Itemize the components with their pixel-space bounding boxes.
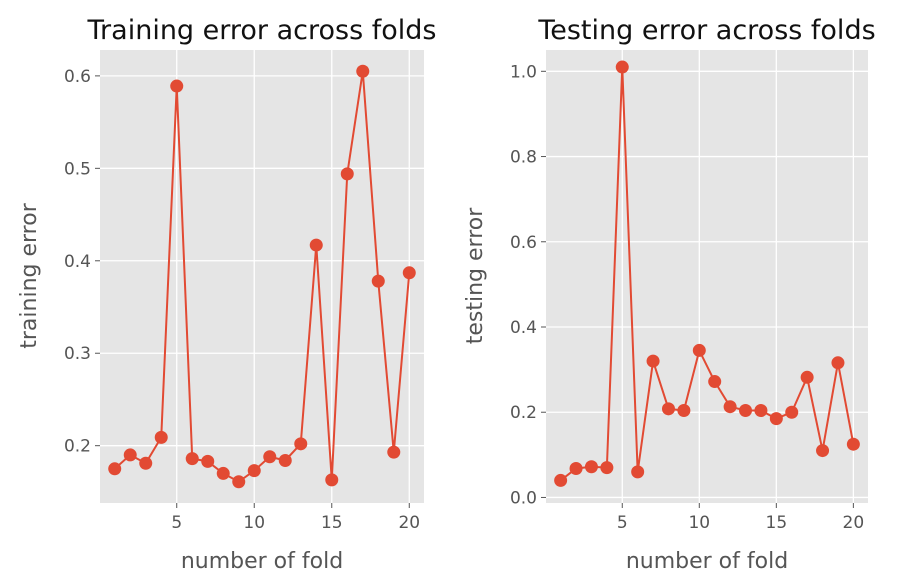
testing-y-tick-label: 1.0 (510, 62, 537, 82)
testing-x-axis-label: number of fold (626, 549, 788, 574)
training-data-point (108, 462, 122, 476)
training-data-point (139, 456, 153, 470)
testing-data-point (708, 375, 722, 389)
training-data-point (154, 430, 168, 444)
testing-x-ticks: 5 10 15 20 (617, 503, 864, 533)
training-data-point (294, 437, 308, 451)
training-data-point (170, 79, 184, 93)
testing-data-point (816, 444, 830, 458)
testing-data-point (692, 343, 706, 357)
testing-data-point (569, 461, 583, 475)
testing-data-point (831, 356, 845, 370)
training-data-point (263, 450, 277, 464)
training-x-axis-label: number of fold (181, 549, 343, 574)
training-data-point (201, 454, 215, 468)
testing-chart: 5 10 15 20 0.0 0.2 0.4 0.6 0.8 1.0 Testing error… (463, 15, 876, 574)
testing-x-tick-label: 10 (688, 513, 710, 533)
training-chart-title: Training error across folds (87, 15, 437, 46)
testing-data-point (739, 404, 753, 418)
testing-data-point (584, 460, 598, 474)
training-data-point (123, 448, 137, 462)
testing-plot-area (546, 50, 868, 503)
testing-data-point (646, 354, 660, 368)
testing-y-tick-label: 0.6 (510, 233, 537, 253)
testing-x-tick-label: 15 (766, 513, 788, 533)
training-data-point (402, 266, 416, 280)
testing-data-point (677, 404, 691, 418)
training-y-ticks: 0.2 0.3 0.4 0.5 0.6 (64, 67, 100, 457)
testing-y-ticks: 0.0 0.2 0.4 0.6 0.8 1.0 (510, 62, 546, 508)
testing-x-tick-label: 20 (843, 513, 865, 533)
training-data-point (216, 466, 230, 480)
training-y-tick-label: 0.3 (64, 344, 91, 364)
training-x-tick-label: 15 (321, 513, 343, 533)
training-data-point (309, 238, 323, 252)
testing-y-tick-label: 0.0 (510, 488, 537, 508)
training-x-ticks: 5 10 15 20 (171, 503, 420, 533)
testing-data-point (661, 402, 675, 416)
testing-data-point (554, 473, 568, 487)
training-data-point (356, 64, 370, 78)
testing-data-point (754, 404, 768, 418)
training-x-tick-label: 20 (398, 513, 420, 533)
testing-data-point (600, 461, 614, 475)
training-data-point (371, 274, 385, 288)
training-data-point (325, 473, 339, 487)
testing-x-tick-label: 5 (617, 513, 628, 533)
testing-data-point (769, 412, 783, 426)
training-data-point (387, 445, 401, 459)
training-y-axis-label: training error (17, 202, 42, 348)
testing-y-tick-label: 0.4 (510, 318, 537, 338)
testing-series (554, 60, 860, 487)
training-y-tick-label: 0.6 (64, 67, 91, 87)
training-series-line (114, 71, 411, 483)
training-y-tick-label: 0.5 (64, 159, 91, 179)
training-chart: 5 10 15 20 0.2 0.3 0.4 0.5 0.6 Training error a… (17, 15, 436, 574)
training-x-tick-label: 5 (171, 513, 182, 533)
testing-y-tick-label: 0.8 (510, 148, 537, 168)
training-data-point (340, 167, 354, 181)
training-grid (100, 50, 424, 503)
testing-y-tick-label: 0.2 (510, 403, 537, 423)
testing-data-point (723, 400, 737, 414)
testing-data-point (800, 370, 814, 384)
training-y-tick-label: 0.2 (64, 437, 91, 457)
training-series (108, 64, 416, 489)
testing-data-point (631, 465, 645, 479)
training-y-tick-label: 0.4 (64, 252, 91, 272)
testing-data-point (846, 437, 860, 451)
testing-data-point (785, 405, 799, 419)
training-data-point (185, 452, 199, 466)
training-data-point (278, 453, 292, 467)
testing-chart-title: Testing error across folds (537, 15, 875, 46)
training-plot-area (100, 50, 424, 503)
training-data-point (232, 475, 246, 489)
testing-data-point (615, 60, 629, 74)
training-data-point (247, 464, 261, 478)
testing-y-axis-label: testing error (463, 207, 488, 344)
training-x-tick-label: 10 (243, 513, 265, 533)
